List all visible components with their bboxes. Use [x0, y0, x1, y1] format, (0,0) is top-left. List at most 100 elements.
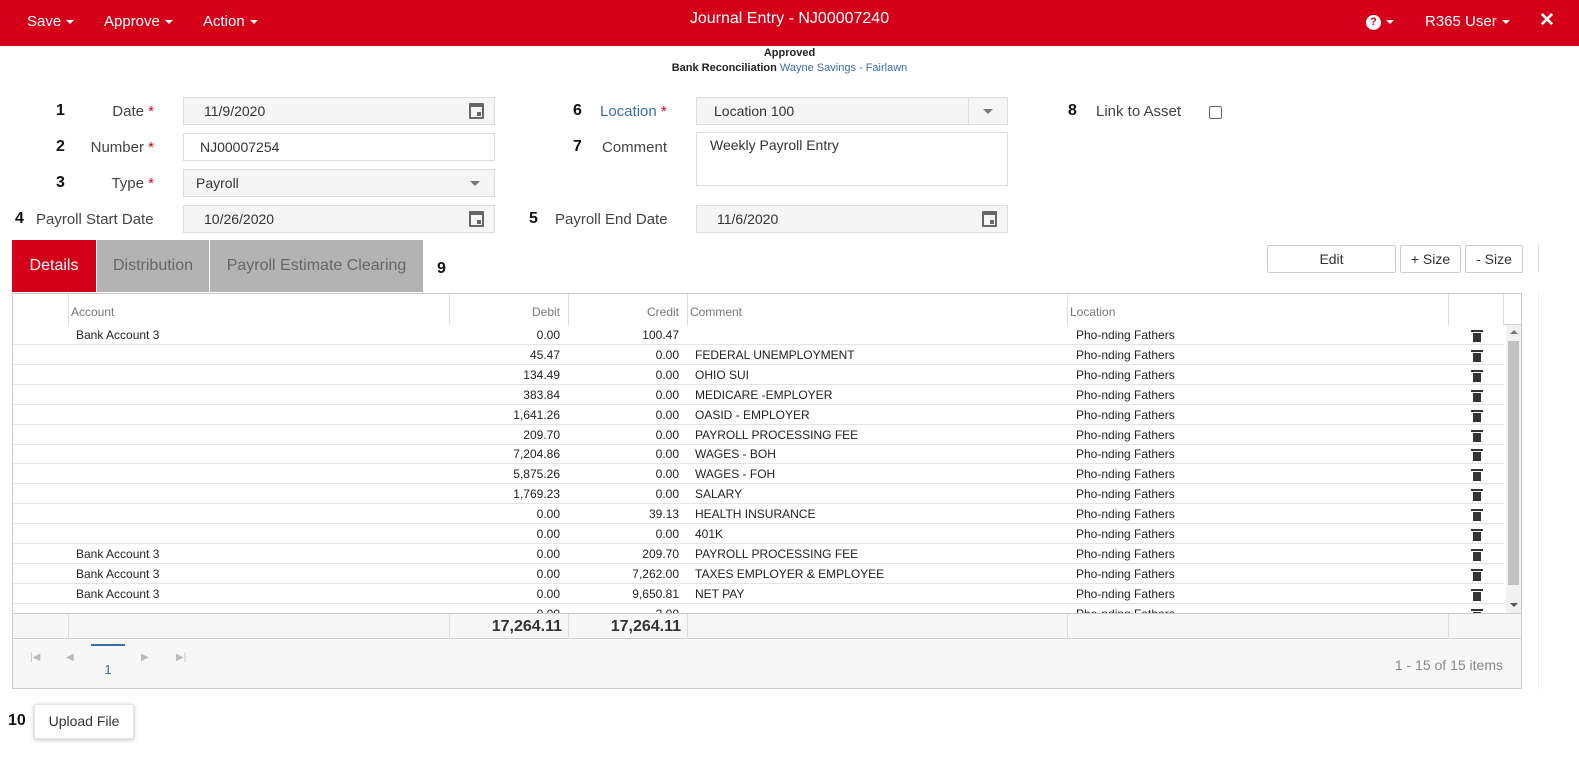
trash-icon[interactable] — [1471, 369, 1483, 382]
calendar-icon[interactable] — [469, 211, 484, 227]
save-menu[interactable]: Save — [27, 13, 75, 30]
table-row[interactable]: Bank Account 3 0.00 9,650.81 NET PAY Pho-ndi… — [13, 584, 1504, 604]
table-row[interactable]: 1,769.23 0.00 SALARY Pho-nding Fathers — [13, 484, 1504, 505]
trash-icon[interactable] — [1471, 429, 1483, 442]
trash-icon[interactable] — [1471, 349, 1483, 362]
cell-location: Pho-nding Fathers — [1076, 447, 1175, 462]
journal-grid: Account Debit Credit Comment Location Ba… — [12, 293, 1522, 689]
calendar-icon[interactable] — [469, 103, 484, 119]
payroll-end-value: 11/6/2020 — [717, 211, 779, 227]
tab-distribution[interactable]: Distribution — [97, 240, 209, 292]
table-row[interactable]: 5,875.26 0.00 WAGES - FOH Pho-nding Fathers — [13, 464, 1504, 485]
comment-textarea[interactable]: Weekly Payroll Entry — [696, 132, 1008, 186]
cell-credit: 0.00 — [655, 527, 679, 541]
step-number: 9 — [437, 260, 446, 277]
trash-icon[interactable] — [1471, 588, 1483, 601]
cell-credit: 0.00 — [655, 367, 679, 382]
page-title: Journal Entry - NJ00007240 — [689, 10, 890, 27]
next-page-icon[interactable]: ▶ — [141, 652, 149, 663]
help-menu[interactable]: ? — [1366, 13, 1394, 30]
cell-debit: 1,641.26 — [513, 407, 560, 422]
grid-header-actions — [1449, 294, 1504, 325]
edit-button[interactable]: Edit — [1267, 245, 1396, 273]
trash-icon[interactable] — [1471, 468, 1483, 482]
table-row[interactable]: 1,641.26 0.00 OASID - EMPLOYER Pho-nding Fa… — [13, 405, 1504, 425]
bank-rec-link[interactable]: Wayne Savings - Fairlawn — [779, 62, 908, 74]
cell-location: Pho-nding Fathers — [1076, 607, 1175, 613]
cell-location: Pho-nding Fathers — [1076, 527, 1175, 541]
table-row[interactable]: Bank Account 3 0.00 209.70 PAYROLL PROCESSI… — [13, 544, 1504, 564]
trash-icon[interactable] — [1471, 448, 1483, 462]
column-account[interactable]: Account — [69, 294, 450, 325]
comment-value: Weekly Payroll Entry — [710, 137, 839, 153]
column-comment[interactable]: Comment — [688, 294, 1068, 325]
cell-credit: 9,650.81 — [632, 586, 679, 601]
table-row[interactable]: 209.70 0.00 PAYROLL PROCESSING FEE Pho-ndin… — [13, 425, 1504, 445]
cell-debit: 209.70 — [523, 427, 560, 442]
tab-details[interactable]: Details — [12, 240, 96, 292]
number-label: Number * — [70, 139, 154, 156]
scroll-up-icon[interactable] — [1510, 330, 1518, 334]
trash-icon[interactable] — [1471, 329, 1483, 342]
trash-icon[interactable] — [1471, 488, 1483, 502]
user-menu[interactable]: R365 User — [1425, 13, 1510, 30]
cell-credit: 0.00 — [655, 487, 679, 502]
tab-payroll-estimate-clearing[interactable]: Payroll Estimate Clearing — [210, 240, 423, 292]
table-row[interactable]: 0.00 0.00 401K Pho-nding Fathers — [13, 524, 1504, 544]
size-down-button[interactable]: - Size — [1465, 245, 1523, 273]
close-icon[interactable]: ✕ — [1539, 10, 1555, 31]
payroll-start-field[interactable]: 10/26/2020 — [183, 205, 495, 233]
size-up-button[interactable]: + Size — [1400, 245, 1461, 273]
prev-page-icon[interactable]: ◀ — [66, 652, 74, 663]
cell-debit: 0.00 — [536, 507, 560, 522]
table-row[interactable]: Bank Account 3 0.00 100.47 Pho-nding Father… — [13, 325, 1504, 345]
column-credit[interactable]: Credit — [569, 294, 688, 325]
grid-divider — [1538, 293, 1539, 689]
cell-credit: 0.00 — [655, 427, 679, 442]
trash-icon[interactable] — [1471, 608, 1483, 613]
upload-file-button[interactable]: Upload File — [34, 704, 134, 739]
cell-location: Pho-nding Fathers — [1076, 546, 1175, 561]
approve-menu[interactable]: Approve — [104, 13, 173, 30]
cell-comment: MEDICARE -EMPLOYER — [695, 387, 833, 402]
column-location[interactable]: Location — [1068, 294, 1449, 325]
grid-scrollbar[interactable] — [1506, 325, 1521, 613]
cell-location: Pho-nding Fathers — [1076, 407, 1175, 422]
type-select[interactable]: Payroll — [183, 169, 495, 197]
payroll-end-label: Payroll End Date — [555, 211, 668, 228]
cell-account: Bank Account 3 — [76, 586, 160, 601]
help-icon: ? — [1366, 14, 1381, 30]
table-row[interactable]: 134.49 0.00 OHIO SUI Pho-nding Fathers — [13, 365, 1504, 385]
date-field[interactable]: 11/9/2020 — [183, 97, 495, 125]
number-field[interactable]: NJ00007254 — [183, 133, 495, 161]
trash-icon[interactable] — [1471, 568, 1483, 581]
table-row[interactable]: 383.84 0.00 MEDICARE -EMPLOYER Pho-nding Fa… — [13, 385, 1504, 405]
trash-icon[interactable] — [1471, 508, 1483, 522]
cell-comment: PAYROLL PROCESSING FEE — [695, 546, 859, 561]
column-debit[interactable]: Debit — [450, 294, 569, 325]
trash-icon[interactable] — [1471, 548, 1483, 561]
table-row[interactable]: 45.47 0.00 FEDERAL UNEMPLOYMENT Pho-nding F… — [13, 345, 1504, 365]
link-to-asset-checkbox[interactable] — [1209, 106, 1222, 119]
table-row[interactable]: 7,204.86 0.00 WAGES - BOH Pho-nding Fathers — [13, 444, 1504, 465]
payroll-end-field[interactable]: 11/6/2020 — [696, 205, 1008, 233]
table-row[interactable]: 0.00 2.00 Pho-nding Fathers — [13, 604, 1504, 613]
first-page-icon[interactable]: |◀ — [30, 652, 41, 663]
table-row[interactable]: 0.00 39.13 HEALTH INSURANCE Pho-nding Fathe… — [13, 504, 1504, 525]
page-number[interactable]: 1 — [91, 644, 125, 680]
required-mark: * — [148, 175, 154, 192]
trash-icon[interactable] — [1471, 409, 1483, 422]
cell-debit: 7,204.86 — [513, 447, 560, 462]
cell-comment: WAGES - FOH — [695, 467, 776, 482]
scroll-down-icon[interactable] — [1510, 603, 1518, 607]
table-row[interactable]: Bank Account 3 0.00 7,262.00 TAXES EMPLOYER… — [13, 564, 1504, 584]
cell-credit: 100.47 — [642, 328, 679, 342]
location-label[interactable]: Location * — [600, 103, 667, 120]
trash-icon[interactable] — [1471, 528, 1483, 541]
calendar-icon[interactable] — [982, 211, 997, 227]
scrollbar-thumb[interactable] — [1508, 341, 1519, 585]
last-page-icon[interactable]: ▶| — [176, 652, 187, 663]
trash-icon[interactable] — [1471, 389, 1483, 402]
action-menu[interactable]: Action — [203, 13, 258, 30]
location-select[interactable]: Location 100 — [696, 97, 1008, 125]
